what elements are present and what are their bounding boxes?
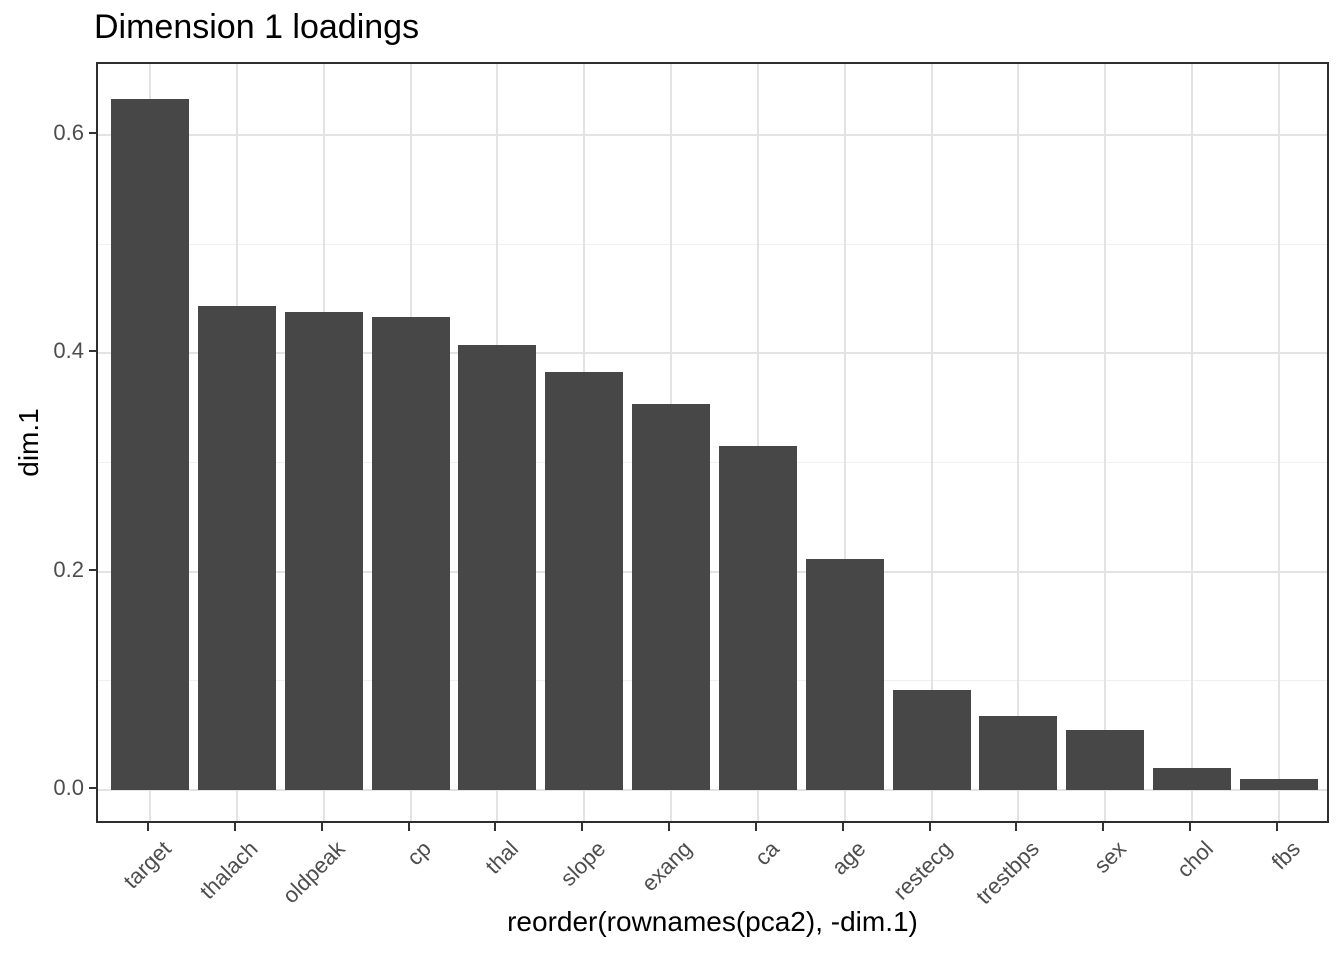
x-tick-label: chol	[1171, 836, 1218, 883]
x-tick-label: sex	[1089, 836, 1131, 878]
x-tick-label: thal	[480, 836, 524, 879]
x-tick-mark	[147, 823, 150, 831]
x-tick-mark	[233, 823, 236, 831]
gridline-major-horizontal	[98, 133, 1327, 136]
bar-thalach	[197, 306, 276, 791]
y-tick-label: 0.4	[53, 338, 84, 364]
gridline-major-horizontal	[98, 570, 1327, 573]
gridline-major-vertical	[1277, 64, 1280, 821]
y-tick-mark	[89, 787, 96, 790]
x-tick-label: ca	[749, 836, 784, 871]
bar-exang	[632, 403, 711, 791]
x-tick-label: slope	[555, 836, 610, 891]
x-tick-label: age	[826, 836, 871, 880]
x-tick-mark	[1015, 823, 1018, 831]
bar-target	[111, 98, 190, 791]
y-tick-label: 0.0	[53, 775, 84, 801]
x-tick-mark	[407, 823, 410, 831]
bar-oldpeak	[284, 311, 363, 791]
x-tick-mark	[668, 823, 671, 831]
bar-trestbps	[979, 715, 1058, 791]
x-tick-mark	[494, 823, 497, 831]
x-tick-mark	[1275, 823, 1278, 831]
chart-title: Dimension 1 loadings	[94, 8, 420, 46]
gridline-major-horizontal	[98, 789, 1327, 792]
bar-sex	[1066, 730, 1145, 791]
bar-ca	[718, 446, 797, 791]
bar-chol	[1152, 768, 1232, 791]
x-tick-label: oldpeak	[277, 836, 350, 909]
gridline-major-vertical	[1017, 64, 1020, 821]
gridline-minor-horizontal	[98, 462, 1327, 463]
x-tick-label: thalach	[194, 836, 263, 904]
x-axis-title: reorder(rownames(pca2), -dim.1)	[507, 906, 918, 937]
x-tick-label: cp	[402, 836, 437, 871]
gridline-major-horizontal	[98, 352, 1327, 355]
x-tick-mark	[1102, 823, 1105, 831]
x-tick-mark	[754, 823, 757, 831]
bar-restecg	[892, 689, 971, 791]
x-tick-mark	[1189, 823, 1192, 831]
x-tick-label: target	[118, 836, 176, 894]
y-tick-mark	[89, 568, 96, 571]
gridline-minor-horizontal	[98, 243, 1327, 245]
bar-age	[805, 558, 884, 791]
x-tick-mark	[841, 823, 844, 831]
x-tick-mark	[928, 823, 931, 831]
y-tick-label: 0.6	[53, 119, 84, 145]
y-axis-title: dim.1	[13, 408, 44, 477]
gridline-major-vertical	[1104, 64, 1107, 821]
x-tick-label: restecg	[888, 836, 958, 905]
bar-cp	[371, 317, 450, 791]
y-tick-mark	[89, 350, 96, 353]
gridline-major-vertical	[930, 64, 933, 821]
bar-slope	[545, 371, 624, 791]
x-tick-label: fbs	[1266, 836, 1305, 875]
x-tick-label: trestbps	[971, 836, 1045, 910]
bar-thal	[458, 344, 537, 791]
y-tick-mark	[89, 131, 96, 134]
gridline-minor-horizontal	[98, 680, 1327, 682]
y-tick-label: 0.2	[53, 556, 84, 582]
x-tick-label: exang	[636, 836, 697, 897]
x-tick-mark	[320, 823, 323, 831]
gridline-major-vertical	[843, 64, 846, 821]
gridline-major-vertical	[756, 64, 759, 821]
x-tick-mark	[581, 823, 584, 831]
plot-panel	[96, 62, 1329, 823]
gridline-major-vertical	[1191, 64, 1194, 821]
bar-fbs	[1239, 779, 1318, 791]
